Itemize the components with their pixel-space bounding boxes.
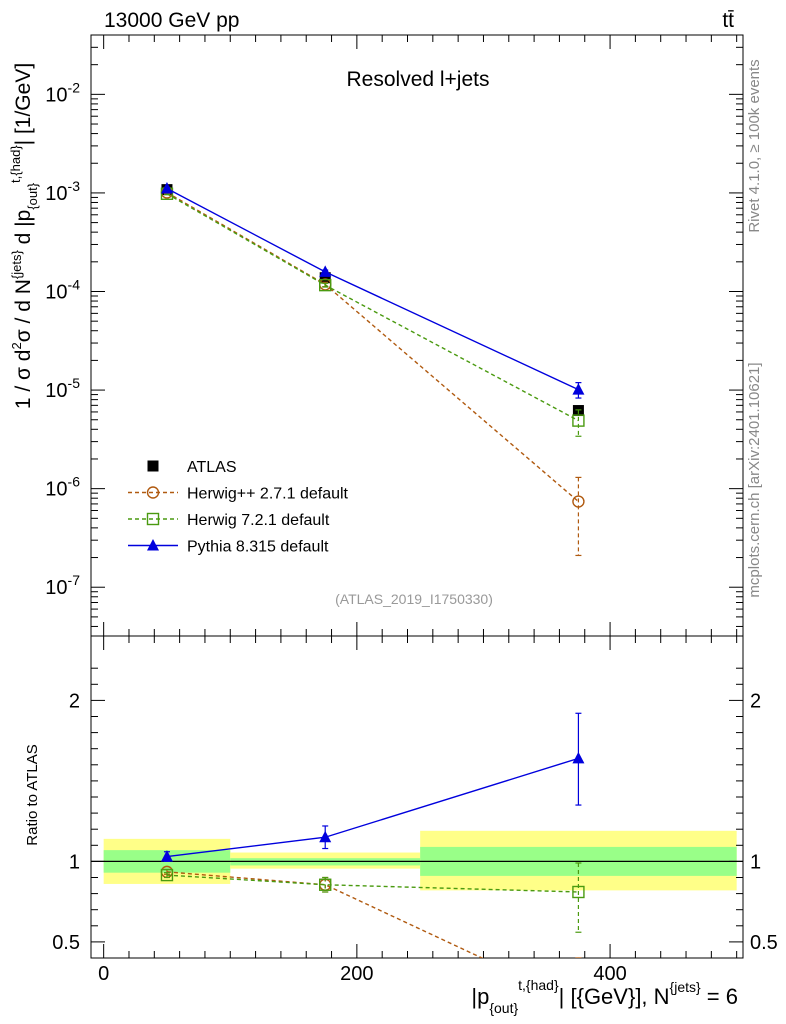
data-point <box>572 495 585 508</box>
ratio-y-tick-label: 1 <box>69 851 80 873</box>
legend-label: ATLAS <box>187 459 237 476</box>
series-line <box>166 874 579 893</box>
data-point <box>160 868 174 882</box>
ratio-y-tick-label: 2 <box>69 690 80 712</box>
series-line <box>166 191 579 503</box>
legend-marker <box>146 512 160 526</box>
data-point <box>319 265 332 277</box>
ratio-y-tick-label-right: 0.5 <box>750 932 778 954</box>
main-y-tick-label: 10-4 <box>45 276 80 303</box>
legend-label: Pythia 8.315 default <box>187 539 329 556</box>
legend-marker <box>147 539 159 551</box>
ratio-y-tick-label: 0.5 <box>52 932 80 954</box>
ratio-y-tick-label-right: 1 <box>750 851 761 873</box>
rivet-label: Rivet 4.1.0, ≥ 100k events <box>746 59 763 232</box>
data-point <box>572 885 585 899</box>
mcplots-label: mcplots.cern.ch [arXiv:2401.10621] <box>746 362 763 597</box>
energy-label: 13000 GeV pp <box>104 9 239 32</box>
ratio-series <box>160 712 585 958</box>
data-point <box>572 414 585 427</box>
legend: ATLAS Herwig++ 2.7.1 default Herwig 7.2.1 … <box>128 459 349 556</box>
legend-label: Herwig 7.2.1 default <box>187 512 330 529</box>
series-line <box>166 187 579 391</box>
main-y-ticks: 10-2 10-3 10-4 10-5 10-6 10-7 <box>45 34 743 627</box>
svg-text:|p{out}t,{had}| [{GeV}], N{jet: |p{out}t,{had}| [{GeV}], N{jets} = 6 <box>471 977 738 1016</box>
x-tick-label: 200 <box>340 963 373 985</box>
ratio-x-ticks: 0 200 400 <box>98 636 738 985</box>
main-x-ticks <box>103 35 738 636</box>
main-y-tick-label: 10-6 <box>45 474 80 501</box>
main-y-tick-label: 10-3 <box>45 178 80 205</box>
legend-marker <box>147 460 159 472</box>
main-title: Resolved l+jets <box>347 68 490 91</box>
main-y-axis-label: 1 / σ d2σ / d N{jets} d |p{out}t,{had}| … <box>8 63 40 409</box>
series-line <box>166 871 484 958</box>
ratio-y-axis-label: Ratio to ATLAS <box>24 744 41 845</box>
ratio-y-tick-label-right: 2 <box>750 690 761 712</box>
analysis-id: (ATLAS_2019_I1750330) <box>335 591 493 607</box>
ratio-frame <box>90 635 744 959</box>
ratio-y-ticks: 0.5 0.5 1 1 2 2 <box>52 667 778 954</box>
x-tick-label: 0 <box>98 963 109 985</box>
svg-text:1 / σ d2σ / d N{jets} d |p{out: 1 / σ d2σ / d N{jets} d |p{out}t,{had}| … <box>8 63 40 409</box>
legend-marker <box>146 486 160 499</box>
main-y-tick-label: 10-2 <box>45 79 80 106</box>
ratio-uncertainty-bands <box>91 830 743 891</box>
data-point <box>319 878 332 891</box>
legend-label: Herwig++ 2.7.1 default <box>187 486 349 503</box>
ratio-panel: 0.5 0.5 1 1 2 2 0 200 400 <box>52 635 778 985</box>
data-point <box>319 272 331 284</box>
data-point <box>319 830 332 843</box>
data-point <box>572 751 585 764</box>
data-point <box>572 383 585 395</box>
x-axis-label: |p{out}t,{had}| [{GeV}], N{jets} = 6 <box>471 977 738 1016</box>
data-point <box>160 181 173 194</box>
main-y-tick-label: 10-7 <box>45 572 80 599</box>
data-point <box>319 278 332 292</box>
main-panel: 10-2 10-3 10-4 10-5 10-6 10-7 Resolved l+jets… <box>45 34 744 637</box>
main-series <box>160 181 585 557</box>
main-y-tick-label: 10-5 <box>45 375 80 402</box>
data-point <box>160 850 173 862</box>
process-label: tt̄ <box>722 9 734 32</box>
x-tick-label: 400 <box>593 963 626 985</box>
